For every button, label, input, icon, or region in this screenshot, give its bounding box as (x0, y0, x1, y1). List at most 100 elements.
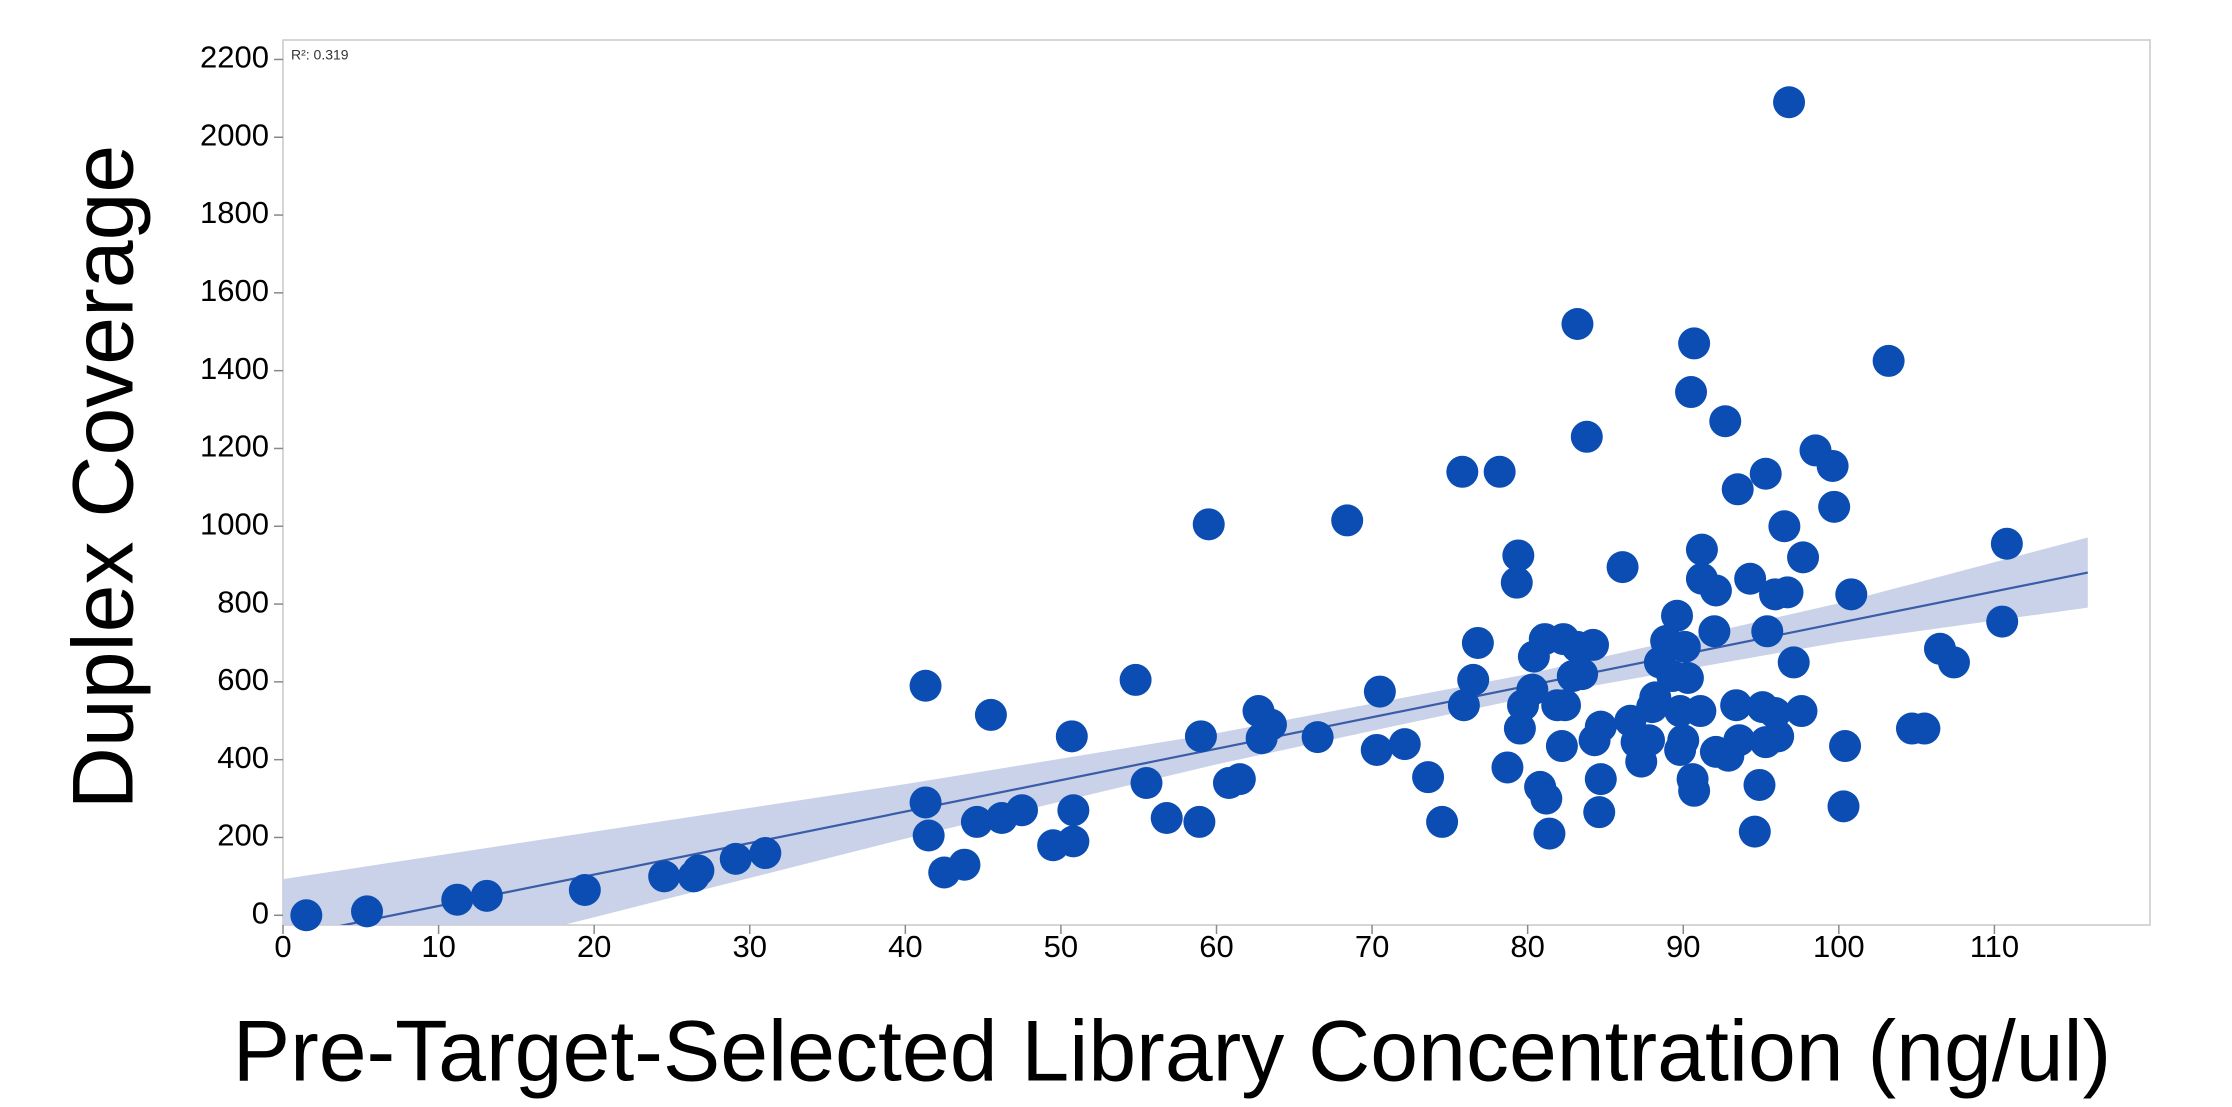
y-tick-label: 1800 (200, 195, 269, 230)
y-tick-label: 600 (217, 662, 269, 697)
data-point (1990, 527, 2023, 560)
data-point (1827, 790, 1860, 823)
data-point (1184, 720, 1217, 753)
data-point (1057, 794, 1090, 827)
data-point (470, 879, 503, 912)
data-point (1771, 576, 1804, 609)
data-point (1566, 658, 1599, 691)
data-point (1426, 805, 1459, 838)
x-tick-label: 40 (888, 929, 922, 964)
data-point (1721, 473, 1754, 506)
data-point (1787, 541, 1820, 574)
data-point (1446, 455, 1479, 488)
y-tick-label: 2000 (200, 117, 269, 152)
data-point (1360, 733, 1393, 766)
data-point (909, 786, 942, 819)
x-tick-label: 90 (1666, 929, 1700, 964)
data-point (1723, 724, 1756, 757)
data-point (1461, 626, 1494, 659)
data-point (1699, 574, 1732, 607)
x-axis-title: Pre-Target-Selected Library Concentratio… (233, 1004, 2112, 1100)
data-point (1457, 663, 1490, 696)
x-tick-label: 60 (1199, 929, 1233, 964)
x-tick-label: 100 (1813, 929, 1865, 964)
data-point (960, 805, 993, 838)
data-point (1516, 673, 1549, 706)
data-point (1057, 825, 1090, 858)
data-point (1738, 815, 1771, 848)
y-tick-label: 0 (252, 895, 269, 930)
data-point (1639, 681, 1672, 714)
data-point (1533, 817, 1566, 850)
data-point (1412, 761, 1445, 794)
data-point (1561, 307, 1594, 340)
data-point (1223, 763, 1256, 796)
x-tick-label: 110 (1970, 929, 2019, 964)
y-tick-label: 1200 (200, 429, 269, 464)
data-point (1006, 794, 1039, 827)
y-tick-label: 200 (217, 818, 269, 853)
data-point (1816, 449, 1849, 482)
x-tick-label: 50 (1044, 929, 1078, 964)
data-point (719, 842, 752, 875)
data-point (1577, 628, 1610, 661)
y-axis-title: Duplex Coverage (56, 145, 152, 809)
data-point (1675, 376, 1708, 409)
data-point (1363, 675, 1396, 708)
data-point (1633, 724, 1666, 757)
data-point (568, 873, 601, 906)
data-point (1570, 420, 1603, 453)
data-point (1130, 767, 1163, 800)
data-point (1734, 562, 1767, 595)
data-point (1183, 805, 1216, 838)
data-point (1698, 615, 1731, 648)
data-point (1664, 733, 1697, 766)
data-point (909, 669, 942, 702)
data-point (1678, 774, 1711, 807)
y-tick-label: 400 (217, 740, 269, 775)
data-point (1503, 712, 1536, 745)
y-tick-label: 2200 (200, 40, 269, 75)
x-tick-label: 70 (1355, 929, 1389, 964)
data-point (1762, 720, 1795, 753)
data-point (1743, 768, 1776, 801)
data-point (1150, 802, 1183, 835)
data-point (1545, 730, 1578, 763)
data-point (1751, 615, 1784, 648)
data-point (1986, 605, 2019, 638)
data-point (1254, 708, 1287, 741)
r-squared: R²: 0.319 (291, 47, 349, 63)
data-point (1606, 551, 1639, 584)
x-tick-label: 20 (577, 929, 611, 964)
data-point (1119, 663, 1152, 696)
data-point (1549, 689, 1582, 722)
data-point (1937, 646, 1970, 679)
data-point (974, 698, 1007, 731)
data-point (682, 854, 715, 887)
data-point (1835, 578, 1868, 611)
data-point (1685, 533, 1718, 566)
data-point (1583, 796, 1616, 829)
data-point (1584, 710, 1617, 743)
data-point (1483, 455, 1516, 488)
data-point (1584, 763, 1617, 796)
data-point (290, 899, 323, 932)
data-point (1829, 730, 1862, 763)
data-point (1491, 751, 1524, 784)
data-point (912, 819, 945, 852)
data-point (1447, 689, 1480, 722)
x-tick-label: 10 (421, 929, 455, 964)
data-point (1759, 696, 1792, 729)
data-point (749, 837, 782, 870)
y-tick-label: 800 (217, 584, 269, 619)
data-point (1055, 720, 1088, 753)
x-tick-label: 80 (1510, 929, 1544, 964)
data-point (1720, 689, 1753, 722)
data-point (1908, 712, 1941, 745)
data-point (948, 848, 981, 881)
x-tick-label: 30 (733, 929, 767, 964)
y-tick-label: 1400 (200, 351, 269, 386)
data-point (1872, 344, 1905, 377)
